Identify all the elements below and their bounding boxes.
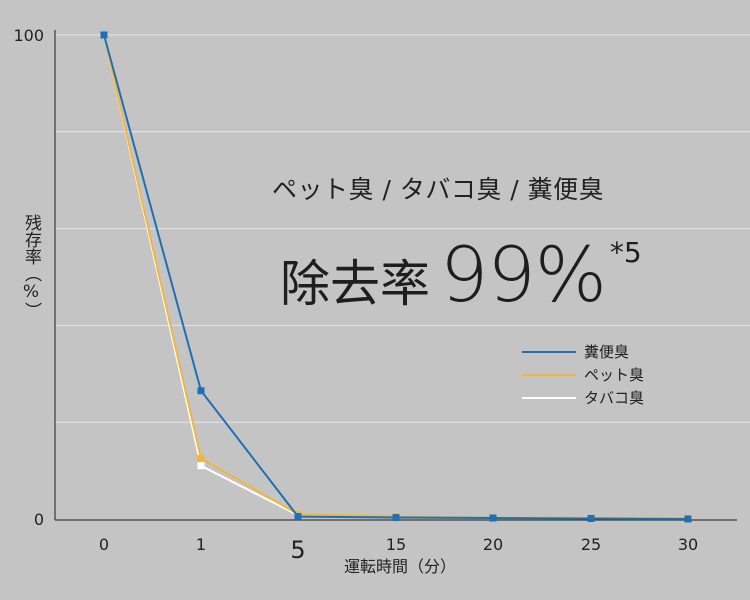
headline: 除去率 99% *5 xyxy=(280,230,642,319)
headline-footnote: *5 xyxy=(609,236,642,269)
y-tick-label: 100 xyxy=(13,26,44,45)
legend-label: タバコ臭 xyxy=(584,389,645,407)
series-line xyxy=(103,34,299,516)
legend-swatch xyxy=(522,396,576,399)
data-point xyxy=(294,513,302,521)
x-tick-label: 1 xyxy=(196,535,206,554)
legend-item: 糞便臭 xyxy=(522,340,644,363)
data-point xyxy=(587,515,595,523)
data-point xyxy=(489,514,497,522)
x-tick-label: 5 xyxy=(290,536,305,564)
legend: 糞便臭 ペット臭 タバコ臭 xyxy=(522,340,644,409)
data-point xyxy=(684,515,692,523)
x-tick-label: 0 xyxy=(99,535,109,554)
data-point xyxy=(392,514,400,522)
headline-value: 99% xyxy=(440,230,607,319)
legend-item: ペット臭 xyxy=(522,363,644,386)
data-point xyxy=(197,462,205,470)
x-tick-label: 25 xyxy=(581,535,601,554)
x-axis-label: 運転時間（分） xyxy=(343,557,456,576)
legend-swatch xyxy=(522,373,576,376)
x-tick-label: 20 xyxy=(483,535,503,554)
legend-item: タバコ臭 xyxy=(522,386,644,409)
data-point xyxy=(197,387,205,395)
x-tick-label: 30 xyxy=(678,535,698,554)
y-tick-label: 0 xyxy=(34,510,44,529)
legend-label: 糞便臭 xyxy=(584,343,630,361)
data-point xyxy=(197,455,205,462)
legend-label: ペット臭 xyxy=(584,366,645,384)
headline-label: 除去率 xyxy=(280,255,430,313)
chart-title: ペット臭 / タバコ臭 / 糞便臭 xyxy=(272,175,605,204)
y-axis-label: 残存率（%） xyxy=(21,214,41,319)
legend-swatch xyxy=(522,350,576,353)
x-tick-label: 15 xyxy=(386,535,406,554)
data-point xyxy=(100,31,108,39)
